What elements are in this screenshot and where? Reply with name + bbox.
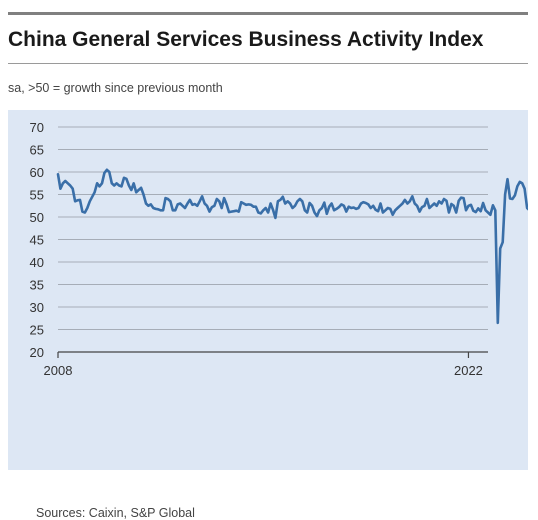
x-tick-label: 2008	[44, 363, 73, 378]
y-tick-label: 40	[30, 255, 44, 270]
y-tick-label: 45	[30, 233, 44, 248]
y-tick-label: 50	[30, 210, 44, 225]
y-tick-label: 30	[30, 300, 44, 315]
x-tick-label: 2022	[454, 363, 483, 378]
y-tick-label: 65	[30, 143, 44, 158]
y-tick-label: 35	[30, 278, 44, 293]
y-tick-label: 25	[30, 323, 44, 338]
line-chart: 20 25 30 35 40 45 50 55 60 65 70 2008 2022	[30, 120, 528, 378]
chart-subtitle: sa, >50 = growth since previous month	[8, 81, 223, 95]
title-rule	[8, 63, 528, 64]
y-tick-label: 70	[30, 120, 44, 135]
y-tick-label: 55	[30, 188, 44, 203]
y-tick-label: 60	[30, 165, 44, 180]
chart-title: China General Services Business Activity…	[8, 28, 484, 51]
top-rule	[8, 12, 528, 15]
series-line	[56, 168, 528, 325]
chart-panel: 20 25 30 35 40 45 50 55 60 65 70 2008 2022 Sources: …	[8, 110, 528, 520]
source-note: Sources: Caixin, S&P Global	[36, 506, 195, 520]
y-tick-label: 20	[30, 345, 44, 360]
